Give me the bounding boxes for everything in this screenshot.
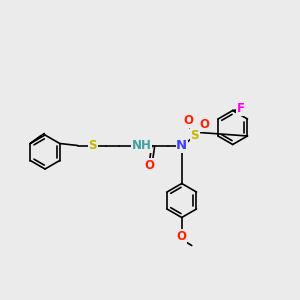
Text: O: O — [177, 230, 187, 243]
Text: O: O — [145, 159, 155, 172]
Text: N: N — [176, 139, 187, 152]
Text: NH: NH — [132, 139, 152, 152]
Text: F: F — [237, 102, 245, 115]
Text: O: O — [200, 118, 210, 131]
Text: S: S — [190, 129, 199, 142]
Text: O: O — [184, 114, 194, 127]
Text: S: S — [88, 139, 97, 152]
